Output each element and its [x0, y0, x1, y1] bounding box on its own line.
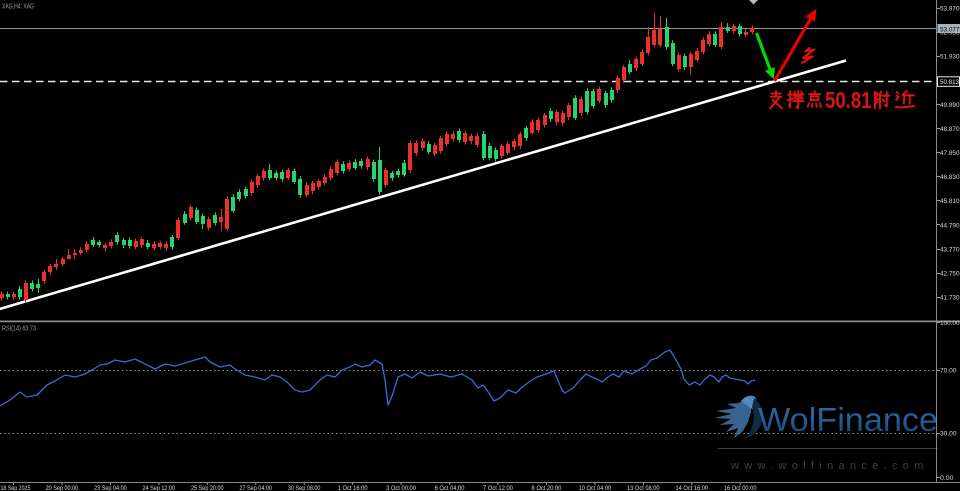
- svg-text:1 Oct 16:00: 1 Oct 16:00: [338, 485, 368, 491]
- svg-text:30 Sep 08:00: 30 Sep 08:00: [288, 485, 321, 491]
- svg-text:30.00: 30.00: [940, 430, 957, 437]
- svg-text:100.00: 100.00: [940, 320, 960, 327]
- svg-text:20 Sep 00:00: 20 Sep 00:00: [46, 485, 79, 491]
- svg-text:18 Sep 2025: 18 Sep 2025: [1, 485, 31, 491]
- svg-text:www.wolfinance.com: www.wolfinance.com: [730, 460, 928, 472]
- svg-text:XAG,H4: XAG: XAG,H4: XAG: [2, 2, 34, 11]
- svg-text:50.813: 50.813: [940, 79, 959, 86]
- svg-text:7 Oct 12:00: 7 Oct 12:00: [483, 485, 513, 491]
- svg-text:48.870: 48.870: [940, 126, 960, 133]
- svg-text:44.790: 44.790: [940, 222, 960, 229]
- svg-text:6 Oct 04:00: 6 Oct 04:00: [435, 485, 465, 491]
- svg-text:46.830: 46.830: [940, 174, 960, 181]
- svg-text:14 Oct 16:00: 14 Oct 16:00: [676, 485, 709, 491]
- svg-text:3 Oct 00:00: 3 Oct 00:00: [386, 485, 416, 491]
- svg-text:25 Sep 20:00: 25 Sep 20:00: [191, 485, 224, 491]
- svg-text:70.00: 70.00: [940, 367, 957, 374]
- svg-text:53.077: 53.077: [940, 26, 960, 33]
- svg-text:50.81: 50.81: [825, 87, 872, 113]
- svg-text:0.00: 0.00: [940, 475, 954, 482]
- svg-text:41.730: 41.730: [940, 295, 960, 302]
- svg-text:8 Oct 20:00: 8 Oct 20:00: [532, 485, 562, 491]
- svg-text:23 Sep 04:00: 23 Sep 04:00: [94, 485, 127, 491]
- svg-text:13 Oct 08:00: 13 Oct 08:00: [627, 485, 660, 491]
- svg-text:16 Oct 00:00: 16 Oct 00:00: [724, 485, 757, 491]
- svg-text:53.970: 53.970: [940, 5, 960, 12]
- svg-text:49.890: 49.890: [940, 102, 960, 109]
- svg-text:45.810: 45.810: [940, 198, 960, 205]
- svg-text:24 Sep 12:00: 24 Sep 12:00: [143, 485, 176, 491]
- svg-text:10 Oct 04:00: 10 Oct 04:00: [579, 485, 612, 491]
- svg-text:RSI(14) 63.73: RSI(14) 63.73: [2, 326, 36, 333]
- svg-text:47.850: 47.850: [940, 150, 960, 157]
- svg-text:43.770: 43.770: [940, 246, 960, 253]
- svg-text:42.750: 42.750: [940, 271, 960, 278]
- svg-text:27 Sep 04:00: 27 Sep 04:00: [239, 485, 272, 491]
- svg-text:WolFinance: WolFinance: [758, 401, 938, 438]
- svg-text:51.930: 51.930: [940, 54, 960, 61]
